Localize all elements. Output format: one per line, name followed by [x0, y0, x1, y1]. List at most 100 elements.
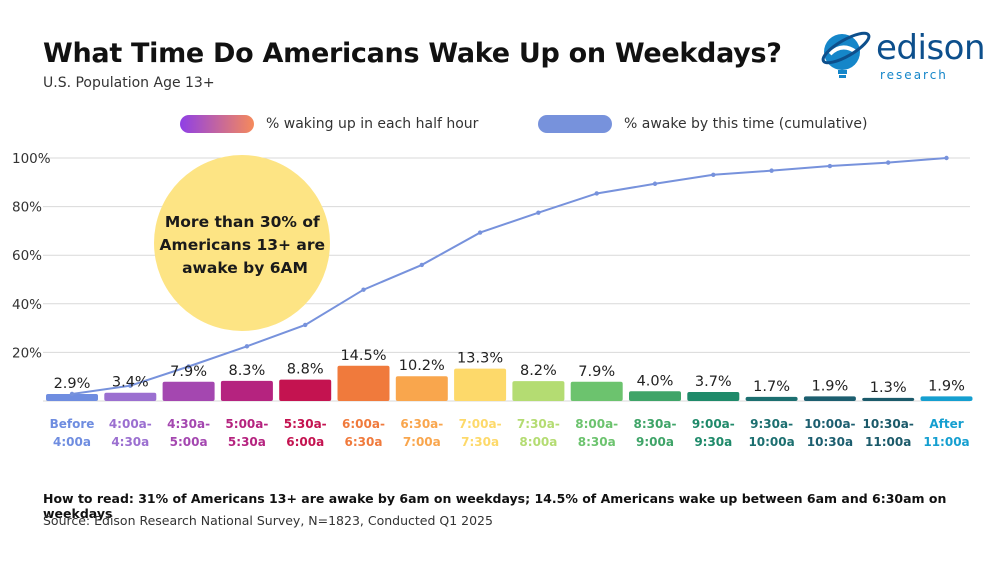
x-category-line: 9:00a [636, 435, 674, 449]
x-category-label: 8:30a- 9:00a [634, 417, 677, 449]
x-category-label: 4:30a- 5:00a [167, 417, 210, 449]
chart-area: 100% 80% 60% 40% 20% More than 30% of Americ… [12, 151, 973, 449]
x-category-line: 6:00a [286, 435, 324, 449]
bar [512, 381, 565, 401]
x-category-label: 6:00a- 6:30a [342, 417, 385, 449]
x-category-line: 8:00a- [575, 417, 618, 431]
cumulative-line [71, 157, 947, 395]
x-category-line: 11:00a [923, 435, 969, 449]
bar-value-label: 3.4% [112, 375, 149, 391]
cumulative-point [711, 172, 716, 177]
logo-subtext: research [880, 68, 948, 82]
bar [220, 380, 273, 401]
legend-bars: % waking up in each half hour [180, 114, 478, 134]
x-category-line: 5:30a- [284, 417, 327, 431]
cumulative-point [827, 163, 833, 169]
x-category-label: Before 4:00a [50, 417, 95, 449]
x-category-label: 8:00a- 8:30a [575, 417, 618, 449]
bar [46, 393, 98, 401]
legend-line: % awake by this time (cumulative) [538, 114, 867, 134]
cumulative-point [244, 344, 250, 349]
x-category-label: 9:30a- 10:00a [748, 417, 794, 449]
bar-value-label: 3.7% [695, 374, 732, 390]
legend-line-swatch [538, 115, 612, 133]
logo-wordmark: edison [876, 28, 986, 68]
x-category-line: 4:30a- [167, 417, 210, 431]
x-category-line: 6:00a- [342, 417, 385, 431]
y-tick-label: 100% [12, 151, 51, 167]
bar-value-label: 1.9% [811, 378, 848, 394]
bar-value-label: 8.3% [228, 363, 265, 379]
x-category-line: 8:30a [578, 435, 616, 449]
bar [104, 392, 157, 401]
x-category-label: 5:30a- 6:00a [284, 417, 327, 449]
x-category-line: 8:00a [519, 435, 557, 449]
x-category-label: 4:00a- 4:30a [109, 417, 152, 449]
bar [745, 396, 798, 401]
x-category-line: 7:00a [403, 435, 441, 449]
x-category-line: 6:30a- [400, 417, 443, 431]
x-category-label: 10:30a- 11:00a [863, 417, 914, 449]
cumulative-point [186, 364, 191, 369]
cumulative-point [594, 191, 599, 196]
cumulative-point [477, 230, 483, 235]
callout-text: More than 30% of Americans 13+ are awake… [160, 213, 331, 277]
y-tick-label: 60% [12, 248, 42, 264]
callout-line-2: Americans 13+ are [160, 236, 326, 254]
x-category-line: 9:00a- [692, 417, 735, 431]
bar [803, 396, 856, 401]
cumulative-point [361, 287, 366, 292]
cumulative-point [128, 383, 133, 388]
y-tick-label: 20% [12, 345, 42, 361]
how-to-read-note: How to read: 31% of Americans 13+ are aw… [43, 491, 947, 521]
x-category-label: 7:30a- 8:00a [517, 417, 560, 449]
chart-subtitle: U.S. Population Age 13+ [43, 75, 215, 91]
y-tick-label: 80% [12, 200, 42, 216]
x-category-line: 10:30a- [863, 417, 914, 431]
cumulative-point [303, 322, 308, 328]
cumulative-point [69, 391, 75, 397]
bar-value-label: 1.7% [753, 379, 790, 395]
x-category-label: 9:00a- 9:30a [692, 417, 735, 449]
x-category-line: 10:00a- [804, 417, 855, 431]
cumulative-point [886, 160, 891, 165]
bar-value-label: 7.9% [578, 364, 615, 380]
legend-line-label: % awake by this time (cumulative) [624, 116, 868, 132]
bar [454, 368, 507, 401]
bar [862, 397, 915, 401]
bar [337, 365, 390, 401]
legend-bars-label: % waking up in each half hour [266, 116, 479, 132]
bar [629, 391, 681, 401]
bar-value-label: 14.5% [340, 348, 386, 364]
x-category-line: 6:30a [345, 435, 383, 449]
bar [920, 396, 973, 401]
x-category-line: 9:30a [694, 435, 732, 449]
x-category-line: 7:00a- [459, 417, 502, 431]
callout-line-3: awake by 6AM [182, 259, 308, 277]
bar [162, 381, 215, 401]
x-category-line: 5:00a [170, 435, 208, 449]
x-category-label: 5:00a- 5:30a [225, 417, 268, 449]
x-category-line: 11:00a [865, 435, 911, 449]
callout-bubble [154, 155, 330, 331]
source-note: Source: Edison Research National Survey,… [43, 513, 493, 528]
x-category-label: After 11:00a [923, 417, 969, 449]
x-category-line: 8:30a- [634, 417, 677, 431]
x-category-line: 4:30a [111, 435, 149, 449]
x-category-line: 5:00a- [225, 417, 268, 431]
cumulative-point [536, 210, 541, 215]
cumulative-point [419, 262, 424, 268]
x-category-label: 6:30a- 7:00a [400, 417, 443, 449]
x-category-line: Before [50, 417, 95, 431]
x-category-line: 4:00a- [109, 417, 152, 431]
edison-globe-icon [821, 31, 871, 78]
bar-value-label: 13.3% [457, 351, 503, 367]
callout-line-1: More than 30% of [165, 213, 320, 231]
x-category-line: 9:30a- [750, 417, 793, 431]
x-category-line: 10:30a [807, 435, 853, 449]
bar [279, 379, 332, 401]
x-category-line: 7:30a- [517, 417, 560, 431]
bar-value-label: 1.9% [928, 378, 965, 394]
x-category-line: After [929, 417, 963, 431]
bar-value-label: 4.0% [637, 373, 674, 389]
